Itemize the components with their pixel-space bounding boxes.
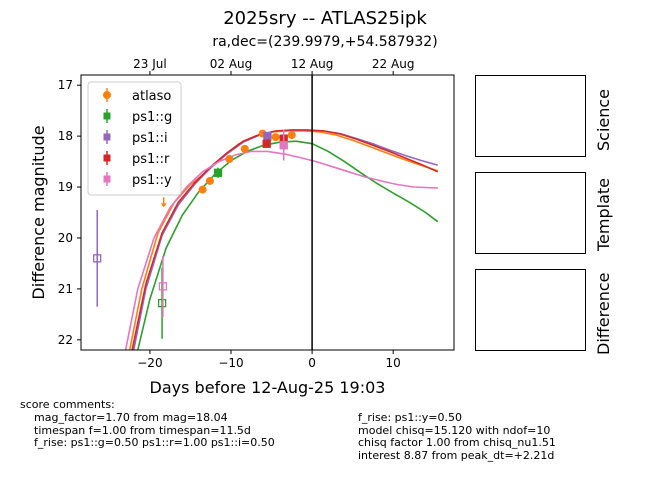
legend-box <box>87 81 182 196</box>
top-tick-label: 12 Aug <box>291 57 334 71</box>
y-tick-label: 20 <box>58 231 73 245</box>
template-panel <box>475 172 586 254</box>
score-comments-right: f_rise: ps1::y=0.50 model chisq=15.120 w… <box>358 411 556 462</box>
point-atlaso <box>287 131 296 140</box>
y-axis-label: Difference magnitude <box>29 125 48 299</box>
science-panel <box>475 75 586 157</box>
legend-marker-ps1-r <box>103 154 111 162</box>
point-atlaso <box>198 185 207 194</box>
axes: −20 −10 0 10 17 18 19 20 21 22 23 Jul 02 Aug 12 Aug 2… <box>29 57 455 397</box>
legend-marker-ps1-g <box>103 112 111 120</box>
point-atlaso <box>240 144 249 153</box>
top-tick-label: 22 Aug <box>372 57 415 71</box>
legend-label-atlaso: atlaso <box>132 89 171 104</box>
light-curve-chart: −20 −10 0 10 17 18 19 20 21 22 23 Jul 02 Aug 12 Aug 2… <box>29 57 455 397</box>
x-tick-label: −10 <box>218 356 243 370</box>
y-tick-label: 19 <box>58 180 73 194</box>
x-tick-label: −20 <box>137 356 162 370</box>
chart-title: 2025sry -- ATLAS25ipk <box>223 8 427 29</box>
y-tick-label: 18 <box>58 129 73 143</box>
point-ps1-g <box>213 168 223 177</box>
point-ps1-r <box>262 139 271 148</box>
upper-limit-arrow-atlaso <box>160 203 167 208</box>
y-tick-label: 17 <box>58 78 73 92</box>
comment-line: timespan f=1.00 from timespan=11.5d <box>34 423 251 437</box>
difference-label: Difference <box>594 272 613 355</box>
comment-line: f_rise: ps1::g=0.50 ps1::r=1.00 ps1::i=0… <box>34 436 275 449</box>
y-tick-label: 22 <box>58 333 73 347</box>
point-ps1-y <box>158 282 168 291</box>
legend-marker-ps1-i <box>103 133 111 141</box>
chart-subtitle: ra,dec=(239.9979,+54.587932) <box>212 34 438 50</box>
comment-line: chisq factor 1.00 from chisq_nu1.51 <box>358 436 556 449</box>
point-atlaso <box>271 133 280 142</box>
x-tick-label: 0 <box>308 356 316 370</box>
plot-frame <box>80 74 455 351</box>
comment-line: interest 8.87 from peak_dt=+2.21d <box>358 448 555 462</box>
comment-line: f_rise: ps1::y=0.50 <box>358 411 462 424</box>
legend-marker-ps1-y <box>103 175 111 183</box>
model-curve-ps1-y <box>124 150 438 350</box>
point-atlaso <box>205 176 214 185</box>
point-ps1-g <box>157 298 167 308</box>
point-ps1-y <box>279 141 288 150</box>
difference-panel <box>475 269 586 351</box>
top-tick-label: 02 Aug <box>210 57 253 71</box>
model-curve-ps1-g <box>137 140 439 350</box>
top-tick-label: 23 Jul <box>133 57 167 71</box>
score-comments-left: mag_factor=1.70 from mag=18.04 timespan … <box>34 411 275 450</box>
legend-label-ps1-i: ps1::i <box>132 131 168 146</box>
x-axis-label: Days before 12-Aug-25 19:03 <box>150 378 386 397</box>
legend-label-ps1-g: ps1::g <box>132 110 172 125</box>
x-tick-label: 10 <box>386 356 401 370</box>
legend-label-ps1-y: ps1::y <box>132 173 172 188</box>
legend-marker-atlaso <box>103 91 111 99</box>
point-atlaso <box>225 155 234 164</box>
science-label: Science <box>594 88 613 151</box>
data-points <box>93 75 313 350</box>
score-comments-header: score comments: <box>20 398 115 411</box>
legend-label-ps1-r: ps1::r <box>132 152 170 167</box>
template-label: Template <box>594 177 613 251</box>
point-ps1-i <box>263 131 272 141</box>
comment-line: model chisq=15.120 with ndof=10 <box>358 423 551 437</box>
point-ps1-i <box>93 254 102 263</box>
comment-line: mag_factor=1.70 from mag=18.04 <box>34 411 228 424</box>
y-tick-label: 21 <box>58 282 73 296</box>
